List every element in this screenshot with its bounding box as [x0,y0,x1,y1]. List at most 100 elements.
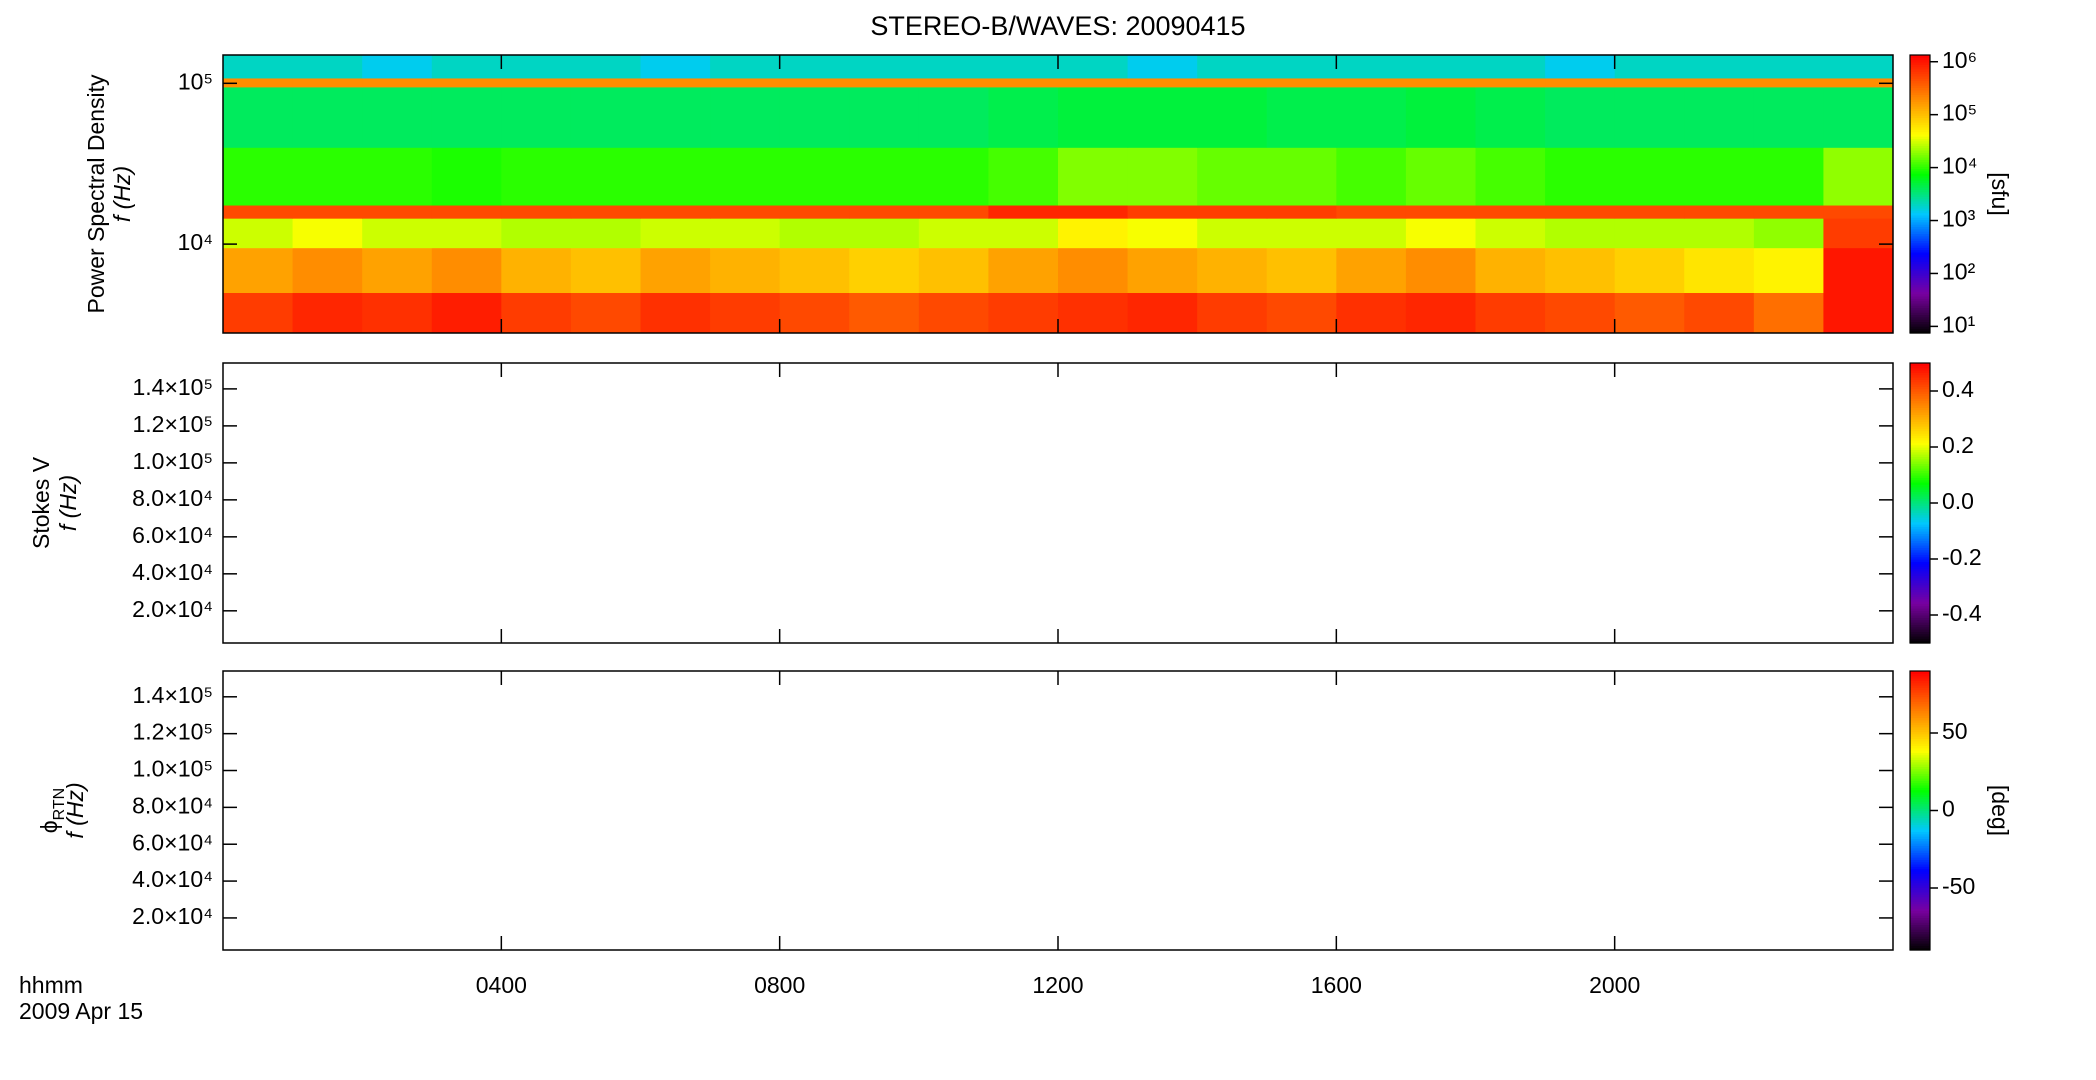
heatmap-cell [1475,292,1546,334]
heatmap-cell [1545,247,1616,294]
y-tick-label: 1.4×10⁵ [132,374,213,400]
colorbar-segment [1910,131,1930,135]
colorbar-segment [1910,617,1930,621]
colorbar-label: [deg] [1987,785,2013,836]
colorbar-segment [1910,437,1930,441]
heatmap-cell [1475,55,1546,79]
heatmap-cell [988,77,1059,88]
colorbar-segment [1910,719,1930,723]
colorbar-segment [1910,687,1930,691]
heatmap-cell [988,86,1059,148]
heatmap-cell [1127,205,1198,219]
colorbar-segment [1910,531,1930,534]
colorbar-segment [1910,605,1930,609]
colorbar-segment [1910,80,1930,84]
colorbar-segment [1910,538,1930,541]
colorbar-segment [1910,61,1930,65]
colorbar-segment [1910,584,1930,588]
colorbar-segment [1910,189,1930,193]
colorbar-segment [1910,775,1930,779]
heatmap-cell [501,147,572,206]
colorbar-segment [1910,154,1930,158]
colorbar-segment [1910,733,1930,737]
colorbar-segment [1910,759,1930,763]
heatmap-cell [1266,292,1337,334]
heatmap-cell [431,247,502,294]
heatmap-cell [1405,147,1476,206]
colorbar-segment [1910,547,1930,551]
colorbar-segment [1910,747,1930,751]
colorbar-segment [1910,873,1930,877]
colorbar-segment [1910,843,1930,846]
heatmap-cell [1127,55,1198,79]
colorbar-segment [1910,321,1930,325]
colorbar-segment [1910,55,1930,58]
heatmap-cell [1336,77,1407,88]
heatmap-cell [431,292,502,334]
y-axis-label: Power Spectral Density [83,74,109,314]
colorbar-segment [1910,696,1930,700]
colorbar-segment [1910,580,1930,583]
heatmap-cell [1197,292,1268,334]
colorbar-segment [1910,568,1930,572]
heatmap-cell [570,55,641,79]
heatmap-cell [710,205,781,219]
colorbar-label: [sfu] [1987,172,2013,215]
colorbar-segment [1910,173,1930,177]
colorbar-segment [1910,870,1930,874]
colorbar-segment [1910,533,1930,537]
colorbar-segment [1910,465,1930,469]
colorbar-segment [1910,891,1930,895]
heatmap-cell [849,292,920,334]
colorbar-segment [1910,777,1930,781]
colorbar-segment [1910,500,1930,504]
colorbar-segment [1910,405,1930,408]
colorbar-segment [1910,110,1930,114]
heatmap-cell [1614,147,1685,206]
colorbar-segment [1910,210,1930,214]
heatmap-cell [1753,205,1824,219]
colorbar-segment [1910,724,1930,728]
heatmap-cell [918,86,989,148]
heatmap-cell [570,205,641,219]
colorbar-segment [1910,945,1930,949]
colorbar-segment [1910,587,1930,590]
colorbar-segment [1910,265,1930,269]
heatmap-cell [1684,86,1755,148]
colorbar-segment [1910,194,1930,197]
colorbar-segment [1910,326,1930,329]
heatmap-cell [1614,86,1685,148]
colorbar-segment [1910,822,1930,826]
colorbar-segment [1910,219,1930,223]
heatmap-cell [1614,292,1685,334]
heatmap-cell [1058,86,1129,148]
heatmap-cell [1753,247,1824,294]
colorbar-segment [1910,75,1930,79]
colorbar-segment [1910,323,1930,327]
heatmap-cell [1127,86,1198,148]
heatmap-cell [710,292,781,334]
colorbar-segment [1910,279,1930,283]
colorbar-segment [1910,712,1930,716]
heatmap-cell [1197,205,1268,219]
colorbar-segment [1910,936,1930,939]
colorbar-segment [1910,598,1930,602]
heatmap-cell [223,77,294,88]
colorbar-segment [1910,673,1930,677]
heatmap-cell [1266,77,1337,88]
heatmap-cell [779,205,850,219]
heatmap-cell [570,292,641,334]
colorbar-segment [1910,570,1930,574]
colorbar-segment [1910,244,1930,248]
heatmap-cell [1684,247,1755,294]
heatmap-cell [570,218,641,249]
heatmap-cell [918,292,989,334]
colorbar-tick-label: 10¹ [1942,311,1976,337]
heatmap-cell [918,205,989,219]
colorbar-segment [1910,514,1930,518]
colorbar-segment [1910,309,1930,313]
colorbar-segment [1910,726,1930,730]
heatmap-cell [362,292,433,334]
heatmap-cell [362,77,433,88]
colorbar-segment [1910,282,1930,285]
